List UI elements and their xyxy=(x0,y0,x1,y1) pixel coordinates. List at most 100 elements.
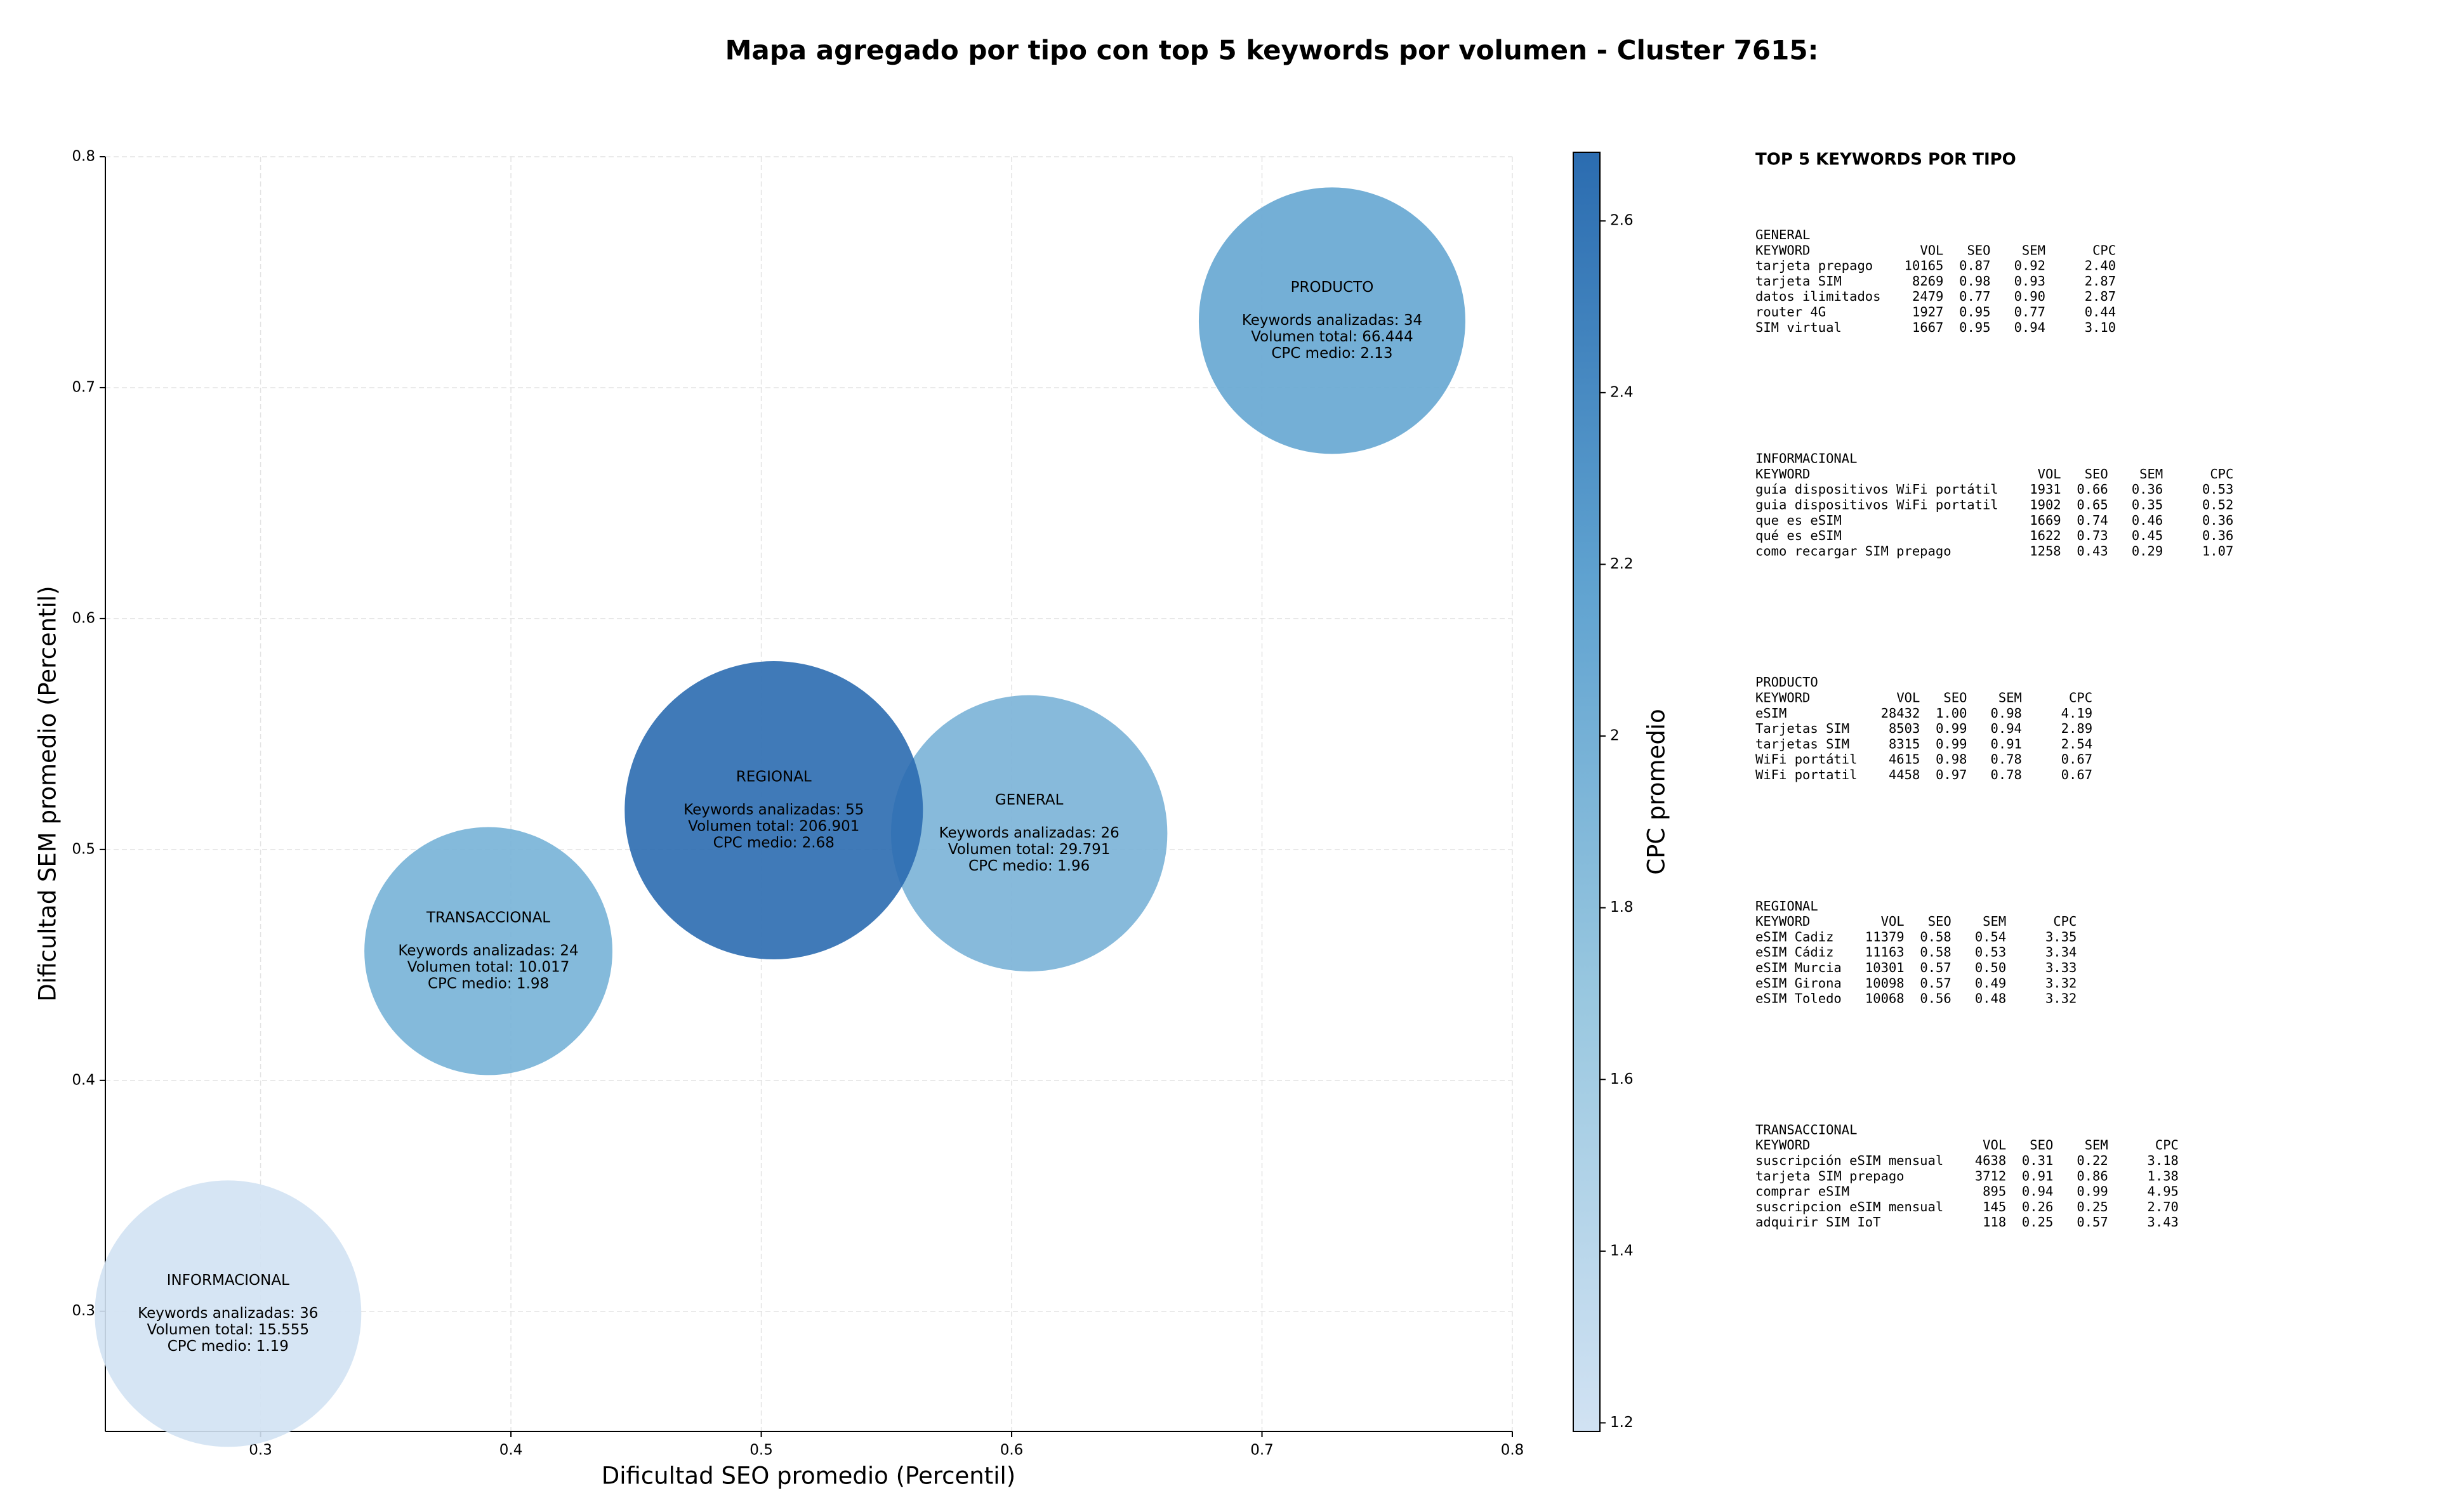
table-cell: 0.67 xyxy=(2061,752,2092,767)
column-header: VOL xyxy=(1983,1138,2006,1153)
table-cell: 0.78 xyxy=(1991,752,2022,767)
table-cell: 3.32 xyxy=(2045,991,2077,1006)
table-cell: 0.48 xyxy=(1975,991,2006,1006)
table-cell: 2.40 xyxy=(2085,258,2116,273)
table-cell: router 4G xyxy=(1755,305,1826,320)
table-cell: 1931 xyxy=(2030,482,2061,497)
table-cell: 118 xyxy=(1983,1214,2006,1230)
bubble-name: GENERAL xyxy=(995,792,1064,808)
x-tick-label: 0.3 xyxy=(249,1442,272,1459)
column-header: CPC xyxy=(2092,242,2116,258)
group-name: GENERAL xyxy=(1755,227,1810,242)
table-cell: 0.36 xyxy=(2202,513,2233,528)
column-header: SEO xyxy=(2030,1138,2053,1153)
table-cell: 0.46 xyxy=(2132,513,2163,528)
table-cell: 11163 xyxy=(1865,945,1905,960)
chart-title: Mapa agregado por tipo con top 5 keyword… xyxy=(725,35,1819,66)
table-cell: tarjeta prepago xyxy=(1755,258,1873,273)
table-cell: 0.87 xyxy=(1959,258,1990,273)
table-cell: tarjetas SIM xyxy=(1755,736,1849,751)
colorbar-label: CPC promedio xyxy=(1643,709,1670,874)
table-cell: 0.66 xyxy=(2077,482,2108,497)
table-cell: 0.98 xyxy=(1991,706,2022,721)
table-cell: 0.36 xyxy=(2132,482,2163,497)
table-cell: 0.25 xyxy=(2077,1199,2108,1214)
table-cell: comprar eSIM xyxy=(1755,1184,1849,1199)
table-cell: 2.70 xyxy=(2148,1199,2179,1214)
table-cell: eSIM Cádiz xyxy=(1755,945,1833,960)
table-cell: eSIM Cadiz xyxy=(1755,929,1833,944)
table-cell: 0.98 xyxy=(1936,752,1967,767)
table-cell: 0.29 xyxy=(2132,543,2163,558)
table-cell: 1.07 xyxy=(2202,543,2233,558)
table-cell: 0.94 xyxy=(2014,320,2045,335)
table-cell: eSIM Girona xyxy=(1755,975,1842,990)
bubble-label: CPC medio: 1.96 xyxy=(968,858,1090,874)
table-cell: tarjeta SIM prepago xyxy=(1755,1168,1905,1183)
column-header: SEO xyxy=(2085,466,2108,482)
bubble-label: Keywords analizadas: 36 xyxy=(138,1305,318,1322)
table-cell: 0.35 xyxy=(2132,497,2163,513)
table-cell: que es eSIM xyxy=(1755,513,1842,528)
table-cell: qué es eSIM xyxy=(1755,528,1842,543)
table-cell: tarjeta SIM xyxy=(1755,273,1842,289)
table-cell: 0.57 xyxy=(1920,975,1951,990)
bubble xyxy=(1198,187,1465,454)
table-cell: 0.97 xyxy=(1936,767,1967,782)
table-cell: 3.43 xyxy=(2148,1214,2179,1230)
table-cell: 0.99 xyxy=(1936,736,1967,751)
table-cell: 145 xyxy=(1983,1199,2006,1214)
bubble-label: Volumen total: 206.901 xyxy=(688,818,859,834)
column-header: SEM xyxy=(2022,242,2045,258)
table-cell: 0.53 xyxy=(1975,945,2006,960)
table-cell: 0.36 xyxy=(2202,528,2233,543)
table-cell: 2.87 xyxy=(2085,273,2116,289)
colorbar-tick-label: 1.4 xyxy=(1610,1242,1634,1259)
table-cell: 10301 xyxy=(1865,960,1905,975)
column-header: CPC xyxy=(2069,690,2092,706)
table-cell: 0.53 xyxy=(2202,482,2233,497)
table-cell: 4615 xyxy=(1889,752,1920,767)
table-cell: 0.31 xyxy=(2022,1153,2053,1168)
panel-title: TOP 5 KEYWORDS POR TIPO xyxy=(1755,150,2016,169)
table-cell: 0.74 xyxy=(2077,513,2108,528)
table-cell: 1927 xyxy=(1912,305,1943,320)
column-header: CPC xyxy=(2210,466,2233,482)
table-cell: 0.78 xyxy=(1991,767,2022,782)
table-cell: 0.52 xyxy=(2202,497,2233,513)
table-cell: 0.99 xyxy=(1936,721,1967,736)
column-header: KEYWORD xyxy=(1755,914,1810,929)
y-tick-label: 0.8 xyxy=(72,148,95,165)
table-cell: 0.58 xyxy=(1920,929,1951,944)
y-tick-label: 0.5 xyxy=(72,841,95,857)
table-cell: guia dispositivos WiFi portatil xyxy=(1755,497,1998,513)
colorbar-tick-label: 2.4 xyxy=(1610,384,1634,400)
y-tick-label: 0.7 xyxy=(72,379,95,395)
table-cell: 0.77 xyxy=(2014,305,2045,320)
table-cell: 2.89 xyxy=(2061,721,2092,736)
bubble-name: REGIONAL xyxy=(736,768,812,785)
table-cell: 0.73 xyxy=(2077,528,2108,543)
bubble xyxy=(890,695,1168,972)
table-cell: 2.87 xyxy=(2085,289,2116,304)
bubble-name: TRANSACCIONAL xyxy=(426,909,550,926)
column-header: SEM xyxy=(1998,690,2022,706)
table-cell: 10068 xyxy=(1865,991,1905,1006)
table-cell: 0.86 xyxy=(2077,1168,2108,1183)
table-cell: 0.77 xyxy=(1959,289,1990,304)
x-tick-label: 0.5 xyxy=(750,1442,773,1459)
table-cell: 0.67 xyxy=(2061,767,2092,782)
table-cell: 0.95 xyxy=(1959,320,1990,335)
table-cell: 0.50 xyxy=(1975,960,2006,975)
table-cell: 0.99 xyxy=(2077,1184,2108,1199)
column-header: KEYWORD xyxy=(1755,242,1810,258)
table-cell: 0.90 xyxy=(2014,289,2045,304)
table-cell: WiFi portátil xyxy=(1755,752,1857,767)
table-cell: 1622 xyxy=(2030,528,2061,543)
table-cell: 4.95 xyxy=(2148,1184,2179,1199)
table-cell: 895 xyxy=(1983,1184,2006,1199)
table-cell: 0.45 xyxy=(2132,528,2163,543)
table-cell: 0.44 xyxy=(2085,305,2116,320)
table-cell: 3.35 xyxy=(2045,929,2077,944)
